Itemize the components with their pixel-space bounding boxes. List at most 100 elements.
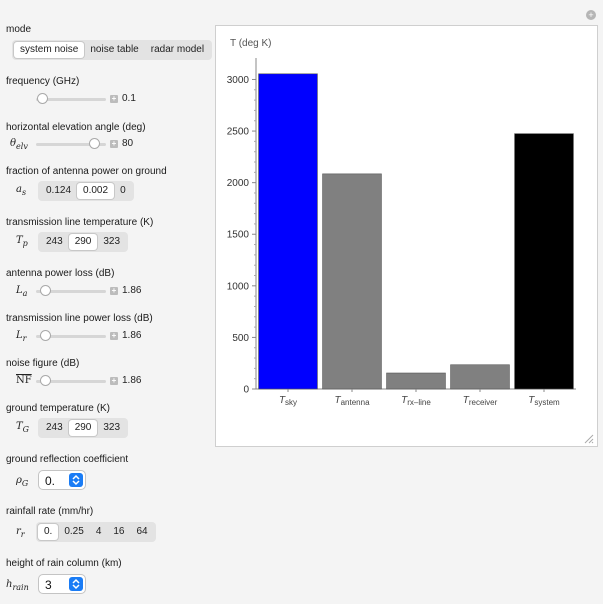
rainfall-selector: 0. 0.25 4 16 64 [36, 522, 156, 542]
x-tick-label: Tsystem [528, 395, 560, 407]
rainfall-option[interactable]: 64 [136, 526, 148, 537]
elevation-value: 80 [122, 138, 134, 149]
bar-receiver [450, 364, 510, 390]
plus-icon[interactable]: + [110, 139, 118, 148]
slider-thumb[interactable] [40, 285, 51, 296]
rainfall-symbol: rr [16, 526, 25, 539]
slider-track [36, 143, 106, 146]
slider-track [36, 380, 106, 383]
antenna-loss-slider[interactable] [36, 285, 106, 297]
mode-option-noise-table[interactable]: noise table [90, 44, 139, 55]
ground-refl-label: ground reflection coefficient [6, 454, 129, 465]
antenna-ground-label: fraction of antenna power on ground [6, 166, 167, 177]
y-tick-label: 0 [243, 385, 249, 396]
line-temp-option[interactable]: 243 [46, 236, 63, 247]
line-temp-symbol: Tp [16, 235, 28, 248]
plus-icon[interactable]: + [110, 331, 118, 340]
rainfall-option[interactable]: 0.25 [64, 526, 84, 537]
rain-height-symbol: hrain [6, 579, 29, 592]
line-loss-slider[interactable] [36, 330, 106, 342]
line-temp-label: transmission line temperature (K) [6, 217, 154, 228]
rainfall-option[interactable]: 0. [38, 524, 59, 540]
bar-sky [258, 73, 318, 390]
x-tick-label: Tantenna [334, 395, 370, 407]
antenna-loss-label: antenna power loss (dB) [6, 268, 115, 279]
antenna-ground-symbol: as [16, 184, 27, 197]
plus-icon[interactable]: + [110, 286, 118, 295]
noise-figure-slider[interactable] [36, 375, 106, 387]
x-tick-label: Tsky [279, 395, 297, 407]
ground-temp-selector: 243 290 323 [38, 418, 129, 438]
y-tick-label: 3000 [227, 75, 250, 86]
y-tick-label: 1500 [227, 230, 250, 241]
antenna-loss-value: 1.86 [122, 285, 142, 296]
bars [258, 73, 574, 390]
rain-height-popup[interactable]: 3 [38, 574, 86, 594]
ground-temp-option[interactable]: 243 [46, 422, 63, 433]
antenna-ground-option[interactable]: 0 [120, 185, 126, 196]
line-temp-selector: 243 290 323 [38, 232, 129, 252]
antenna-loss-symbol: La [16, 285, 28, 298]
frequency-label: frequency (GHz) [6, 76, 80, 87]
bar-rx–line [386, 372, 446, 390]
mode-label: mode [6, 24, 32, 35]
bar-antenna [322, 173, 382, 390]
frequency-value: 0.1 [122, 93, 136, 104]
rainfall-option[interactable]: 16 [113, 526, 125, 537]
bar-system [514, 133, 574, 390]
x-tick-label: Trx–line [401, 395, 431, 407]
y-tick-label: 2500 [227, 127, 250, 138]
y-ticks: 0 500 1000 1500 2000 2500 3000 [227, 75, 256, 396]
slider-thumb[interactable] [37, 93, 48, 104]
line-temp-option[interactable]: 290 [68, 234, 98, 250]
antenna-ground-option[interactable]: 0.124 [46, 185, 72, 196]
chart-panel: T (deg K) 0 500 1000 1500 2000 2500 3000 Tsky T… [215, 25, 598, 447]
elevation-slider[interactable] [36, 138, 106, 150]
x-tick-labels: Tsky Tantenna Trx–line Treceiver Tsystem [279, 389, 560, 407]
slider-track [36, 98, 106, 101]
x-tick-label: Treceiver [463, 395, 498, 407]
ground-refl-value: 0. [45, 474, 56, 488]
rainfall-label: rainfall rate (mm/hr) [6, 506, 94, 517]
elevation-label: horizontal elevation angle (deg) [6, 122, 146, 133]
mode-option-system-noise[interactable]: system noise [14, 42, 85, 58]
noise-figure-value: 1.86 [122, 375, 142, 386]
line-loss-value: 1.86 [122, 330, 142, 341]
chevron-updown-icon [69, 473, 83, 487]
slider-thumb[interactable] [40, 330, 51, 341]
ground-temp-symbol: TG [16, 421, 30, 434]
line-loss-symbol: Lr [16, 330, 27, 343]
ground-refl-popup[interactable]: 0. [38, 470, 86, 490]
line-loss-label: transmission line power loss (dB) [6, 313, 153, 324]
mode-option-radar-model[interactable]: radar model [150, 44, 205, 55]
plus-icon[interactable]: + [110, 94, 118, 103]
y-tick-label: 500 [232, 333, 249, 344]
antenna-ground-selector: 0.124 0.002 0 [38, 181, 134, 201]
y-tick-label: 2000 [227, 178, 250, 189]
mode-selector: system noise noise table radar model [12, 40, 213, 60]
noise-figure-label: noise figure (dB) [6, 358, 80, 369]
slider-thumb[interactable] [89, 138, 100, 149]
noise-figure-symbol: NF [16, 375, 32, 386]
ground-refl-symbol: ρG [16, 475, 29, 488]
ground-temp-option[interactable]: 290 [68, 420, 98, 436]
plus-icon[interactable]: + [110, 376, 118, 385]
ground-temp-option[interactable]: 323 [103, 422, 121, 433]
antenna-ground-option[interactable]: 0.002 [77, 183, 115, 199]
line-temp-option[interactable]: 323 [103, 236, 121, 247]
resize-grip-icon[interactable] [582, 432, 594, 444]
rain-height-label: height of rain column (km) [6, 558, 122, 569]
rainfall-option[interactable]: 4 [95, 526, 102, 537]
ground-temp-label: ground temperature (K) [6, 403, 110, 414]
frequency-slider[interactable] [36, 93, 106, 105]
y-tick-label: 1000 [227, 281, 250, 292]
slider-thumb[interactable] [40, 375, 51, 386]
slider-track [36, 335, 106, 338]
rain-height-value: 3 [45, 578, 52, 592]
plus-circle-icon[interactable]: + [586, 10, 596, 20]
chevron-updown-icon [69, 577, 83, 591]
y-axis-label: T (deg K) [230, 38, 272, 49]
slider-track [36, 290, 106, 293]
